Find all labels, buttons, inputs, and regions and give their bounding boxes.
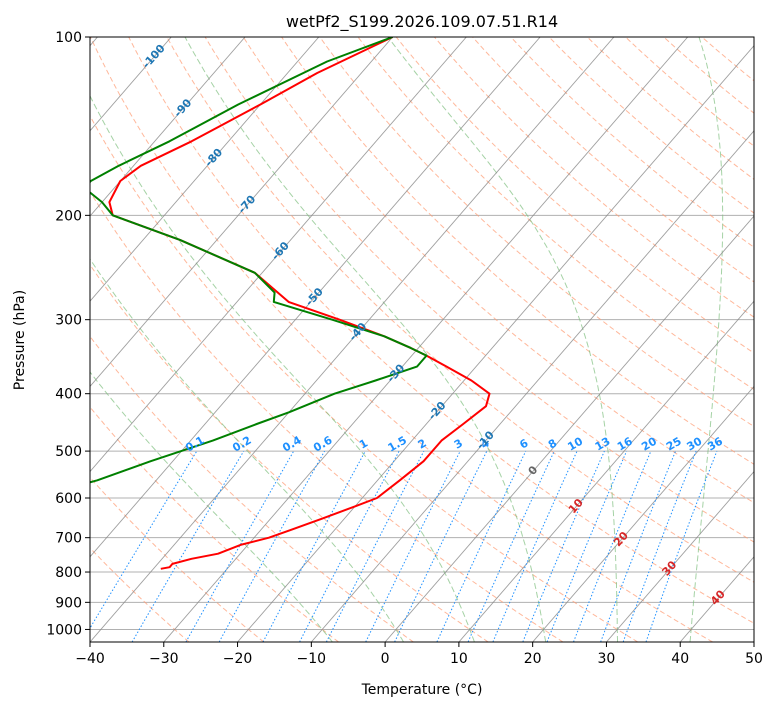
x-tick-label: −20 xyxy=(223,651,253,667)
plot-background xyxy=(90,37,754,642)
y-tick-label: 1000 xyxy=(46,622,82,638)
skewed-isotherm xyxy=(754,37,775,642)
y-tick-label: 600 xyxy=(55,491,82,507)
x-tick-label: 30 xyxy=(598,651,616,667)
x-tick-label: 20 xyxy=(524,651,542,667)
x-tick-label: 10 xyxy=(450,651,468,667)
x-axis-label: Temperature (°C) xyxy=(361,682,483,698)
y-tick-label: 100 xyxy=(55,30,82,46)
x-tick-label: −40 xyxy=(75,651,105,667)
y-tick-label: 200 xyxy=(55,208,82,224)
y-tick-label: 300 xyxy=(55,313,82,329)
y-tick-label: 800 xyxy=(55,565,82,581)
x-tick-label: −30 xyxy=(149,651,179,667)
x-tick-label: 0 xyxy=(381,651,390,667)
y-tick-label: 700 xyxy=(55,531,82,547)
x-tick-label: 40 xyxy=(671,651,689,667)
y-tick-label: 400 xyxy=(55,387,82,403)
x-tick-label: 50 xyxy=(745,651,763,667)
chart-title: wetPf2_S199.2026.109.07.51.R14 xyxy=(286,12,558,32)
y-tick-label: 900 xyxy=(55,595,82,611)
y-tick-label: 500 xyxy=(55,444,82,460)
y-axis-label: Pressure (hPa) xyxy=(12,290,28,390)
x-tick-label: −10 xyxy=(297,651,327,667)
